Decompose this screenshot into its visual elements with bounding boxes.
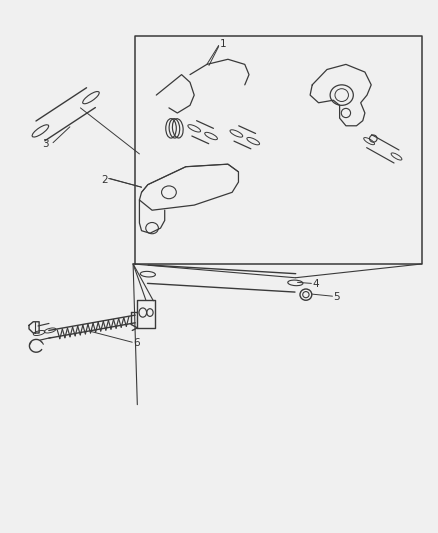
Text: 6: 6 [133, 338, 139, 348]
Text: 4: 4 [311, 279, 318, 289]
Text: 3: 3 [42, 139, 49, 149]
Text: 2: 2 [101, 174, 108, 184]
Text: 1: 1 [219, 39, 226, 49]
Text: 5: 5 [332, 292, 339, 302]
